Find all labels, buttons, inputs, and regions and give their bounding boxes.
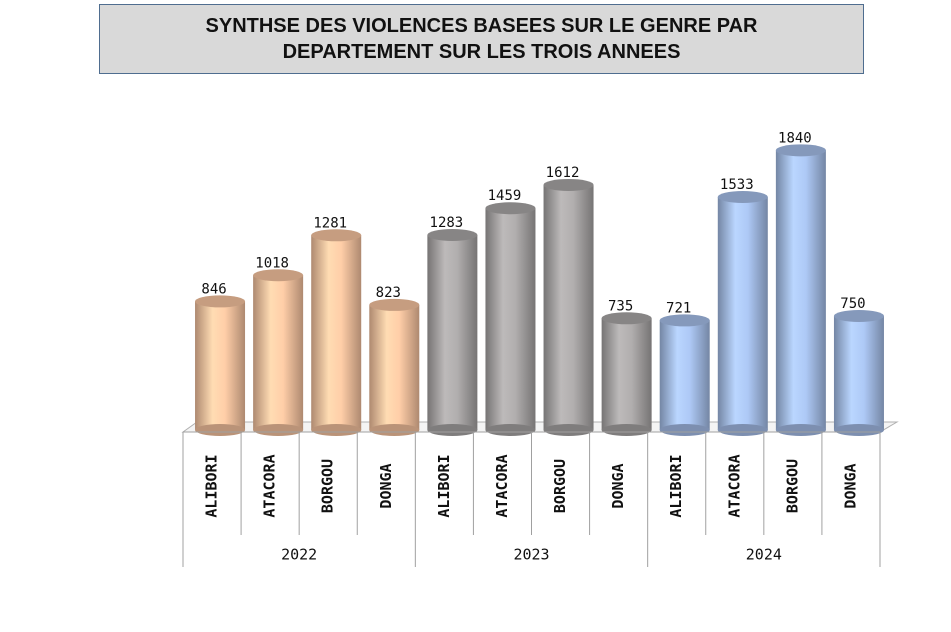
x-tick-label: ALIBORI <box>203 454 221 517</box>
bar-bottom <box>601 424 652 436</box>
value-label: 750 <box>840 296 865 312</box>
chart-title: SYNTHSE DES VIOLENCES BASEES SUR LE GENR… <box>99 4 864 74</box>
bar <box>659 320 710 430</box>
bar-top <box>311 229 362 242</box>
bar-bottom <box>543 424 594 436</box>
value-label: 721 <box>666 300 691 316</box>
bar-bottom <box>717 424 768 436</box>
bar <box>833 316 884 430</box>
x-tick-label: DONGA <box>841 463 859 508</box>
value-label: 1018 <box>255 255 289 271</box>
bar-top <box>427 228 478 241</box>
x-tick-label: DONGA <box>377 463 395 508</box>
bar-top <box>543 178 594 191</box>
x-tick-label: ATACORA <box>261 454 279 517</box>
group-label: 2022 <box>281 546 317 564</box>
bar-top <box>659 314 710 327</box>
bar-top <box>253 269 304 282</box>
bar-bottom <box>427 424 478 436</box>
x-tick-label: BORGOU <box>319 459 337 513</box>
value-label: 823 <box>376 285 401 301</box>
bar <box>195 301 246 430</box>
bar-bottom <box>369 424 420 436</box>
bar <box>369 304 420 430</box>
x-tick-label: ALIBORI <box>435 454 453 517</box>
value-label: 1281 <box>313 215 347 231</box>
bar-top <box>195 295 246 308</box>
bar-bottom <box>833 424 884 436</box>
value-label: 1840 <box>778 130 812 146</box>
bar-bottom <box>659 424 710 436</box>
bar-bottom <box>775 424 826 436</box>
value-label: 846 <box>201 281 226 297</box>
bar <box>717 196 768 430</box>
bar-bottom <box>253 424 304 436</box>
bar <box>543 184 594 430</box>
bar-top <box>833 310 884 322</box>
bar-top <box>485 202 536 215</box>
bar <box>485 208 536 430</box>
bar <box>253 275 304 430</box>
x-tick-label: BORGOU <box>783 459 801 513</box>
value-label: 1459 <box>488 188 522 204</box>
bar-bottom <box>195 424 246 436</box>
x-tick-label: DONGA <box>609 463 627 508</box>
bar-top <box>775 144 826 157</box>
x-tick-label: ATACORA <box>493 454 511 517</box>
bar-top <box>601 312 652 325</box>
bar <box>311 235 362 430</box>
x-tick-label: ALIBORI <box>667 454 685 517</box>
bar <box>601 318 652 430</box>
x-tick-label: BORGOU <box>551 459 569 513</box>
bar-bottom <box>485 424 536 436</box>
x-tick-label: ATACORA <box>725 454 743 517</box>
bar <box>427 234 478 430</box>
bar-top <box>717 190 768 203</box>
bar <box>775 150 826 430</box>
value-label: 735 <box>608 298 633 314</box>
group-label: 2024 <box>746 546 782 564</box>
value-label: 1283 <box>430 215 464 231</box>
value-label: 1533 <box>720 177 754 193</box>
value-label: 1612 <box>546 165 580 181</box>
group-label: 2023 <box>513 546 549 564</box>
bar-top <box>369 298 420 311</box>
bar-bottom <box>311 424 362 436</box>
